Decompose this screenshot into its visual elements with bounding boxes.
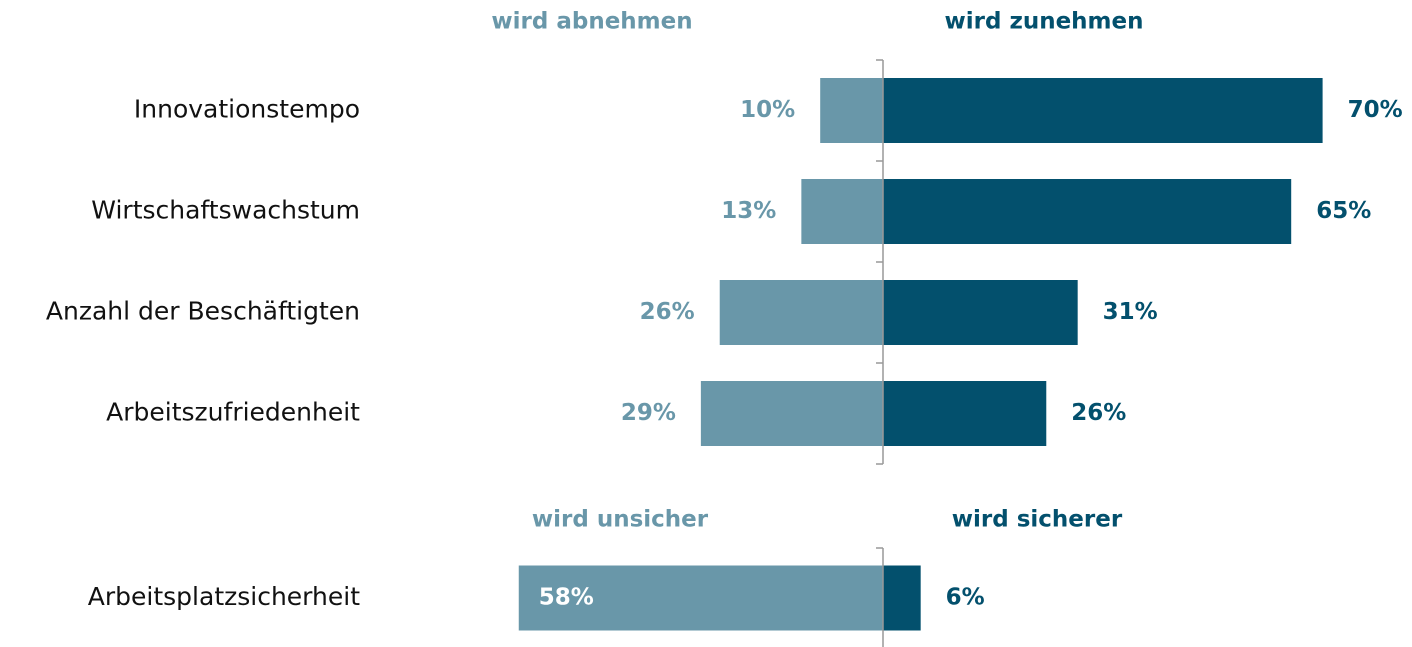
legend-label: wird sicherer	[952, 507, 1123, 533]
value-label: 6%	[946, 585, 985, 611]
category-label: Arbeitsplatzsicherheit	[88, 582, 360, 611]
bar	[883, 381, 1047, 446]
value-label: 65%	[1316, 198, 1371, 224]
bar	[883, 179, 1292, 244]
category-label: Wirtschaftswachstum	[91, 196, 360, 225]
legend-label: wird unsicher	[532, 507, 709, 533]
value-label: 58%	[539, 585, 594, 611]
value-label: 70%	[1348, 97, 1403, 123]
value-label: 26%	[640, 299, 695, 325]
legend-label: wird abnehmen	[491, 9, 692, 35]
value-label: 10%	[740, 97, 795, 123]
bar	[719, 280, 883, 345]
value-label: 31%	[1103, 299, 1158, 325]
bar	[820, 78, 883, 143]
category-label: Innovationstempo	[134, 95, 360, 124]
bar	[801, 179, 883, 244]
bar	[700, 381, 883, 446]
bar	[518, 565, 883, 631]
value-label: 26%	[1071, 400, 1126, 426]
bar	[883, 78, 1323, 143]
bar	[883, 280, 1078, 345]
value-label: 13%	[721, 198, 776, 224]
bar	[883, 565, 921, 631]
category-label: Arbeitszufriedenheit	[106, 398, 360, 427]
legend-label: wird zunehmen	[945, 9, 1144, 35]
value-label: 29%	[621, 400, 676, 426]
category-label: Anzahl der Beschäftigten	[46, 297, 360, 326]
